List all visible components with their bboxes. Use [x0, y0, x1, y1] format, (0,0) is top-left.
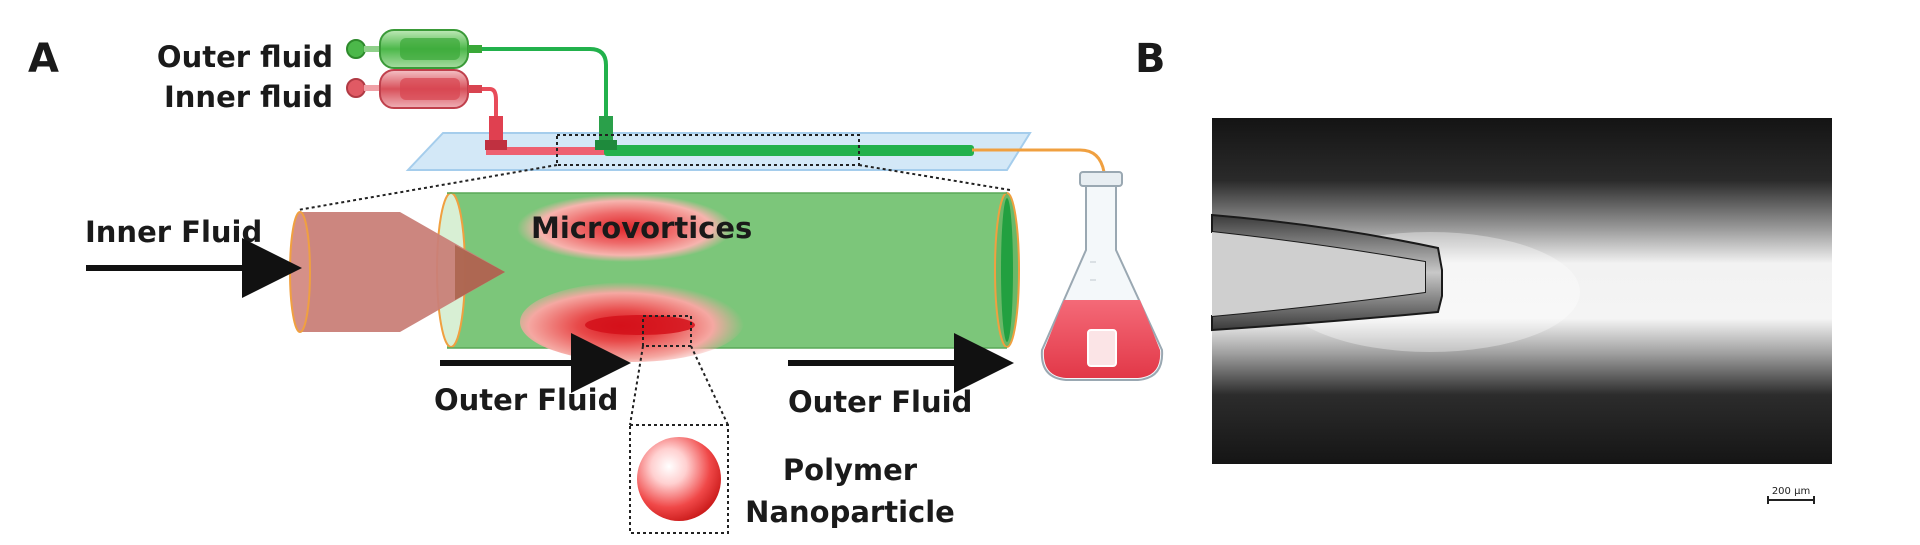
- scale-bar-label: 200 µm: [1772, 486, 1810, 497]
- inner-fluid-syringe-label: Inner fluid: [164, 80, 333, 114]
- outer-fluid-left-label: Outer Fluid: [434, 383, 618, 417]
- panel-b-letter: B: [1135, 36, 1166, 82]
- zoom-line-right: [858, 164, 1011, 191]
- red-tubing: [482, 87, 498, 118]
- chip-red-channel: [486, 147, 606, 155]
- outer-fluid-syringe-label: Outer fluid: [157, 40, 333, 74]
- microvortices-label: Microvortices: [531, 211, 752, 245]
- micrograph: [1211, 118, 1832, 464]
- np-zoom-line-right: [690, 345, 729, 426]
- microvortex-lower: [520, 282, 744, 362]
- outer-fluid-syringe: [346, 29, 482, 69]
- inner-fluid-inlet-label: Inner Fluid: [85, 215, 262, 249]
- nanoparticle-label-line2: Nanoparticle: [745, 495, 955, 529]
- nanoparticle-label-line1: Polymer: [783, 453, 918, 487]
- green-tubing: [482, 47, 608, 118]
- chip-zoom-box: [556, 134, 860, 166]
- nanoparticle-source-box: [642, 315, 692, 347]
- collection-flask: [1040, 171, 1164, 381]
- green-inlet-connector: [595, 116, 617, 150]
- outlet-tubing: [972, 148, 1106, 173]
- polymer-nanoparticle-sphere: [637, 437, 721, 521]
- inner-fluid-syringe: [346, 69, 482, 109]
- np-zoom-line-left: [629, 345, 644, 426]
- red-inlet-connector: [485, 116, 507, 150]
- chip-green-channel: [604, 145, 974, 156]
- microvortex-upper: [517, 194, 733, 262]
- zoom-line-left: [297, 164, 558, 211]
- outer-fluid-right-label: Outer Fluid: [788, 385, 972, 419]
- panel-a-letter: A: [28, 36, 59, 82]
